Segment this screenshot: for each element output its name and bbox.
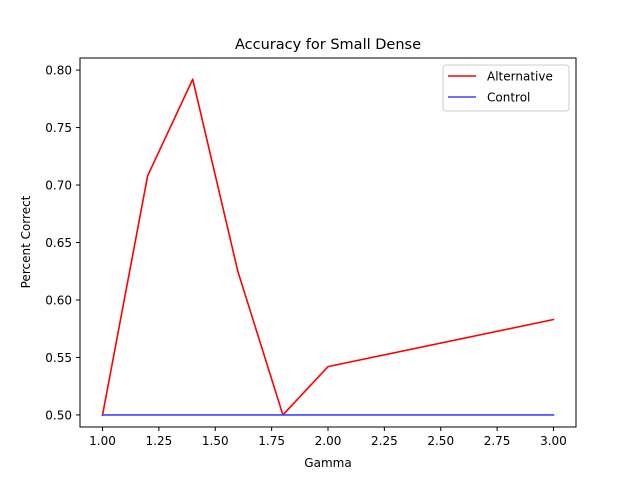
x-axis-ticks: 1.00 1.25 1.50 1.75 2.00 2.25 2.50 2.75 3.00: [89, 427, 567, 448]
legend: Alternative Control: [442, 64, 570, 112]
x-tick-label: 2.25: [371, 434, 398, 448]
y-tick-label: 0.50: [45, 408, 72, 422]
series-lines: [101, 78, 555, 416]
y-tick-label: 0.75: [45, 121, 72, 135]
x-tick-label: 1.50: [202, 434, 229, 448]
chart-title: Accuracy for Small Dense: [235, 37, 421, 53]
x-tick-label: 1.00: [89, 434, 116, 448]
y-tick-label: 0.65: [45, 236, 72, 250]
y-tick-label: 0.70: [45, 179, 72, 193]
y-tick-label: 0.60: [45, 293, 72, 307]
plot-area: [79, 57, 577, 428]
x-tick-label: 2.75: [484, 434, 511, 448]
series-line-alternative: [101, 78, 555, 416]
x-tick-label: 3.00: [540, 434, 567, 448]
y-axis-ticks: 0.50 0.55 0.60 0.65 0.70 0.75 0.80: [45, 64, 80, 422]
x-tick-label: 2.00: [315, 434, 342, 448]
x-axis-label: Gamma: [304, 456, 351, 470]
y-tick-label: 0.55: [45, 351, 72, 365]
x-tick-label: 1.75: [258, 434, 285, 448]
x-tick-label: 1.25: [146, 434, 173, 448]
x-tick-label: 2.50: [427, 434, 454, 448]
legend-label: Alternative: [487, 70, 553, 84]
legend-label: Control: [487, 91, 530, 105]
y-axis-label: Percent Correct: [19, 195, 33, 288]
y-tick-label: 0.80: [45, 64, 72, 78]
